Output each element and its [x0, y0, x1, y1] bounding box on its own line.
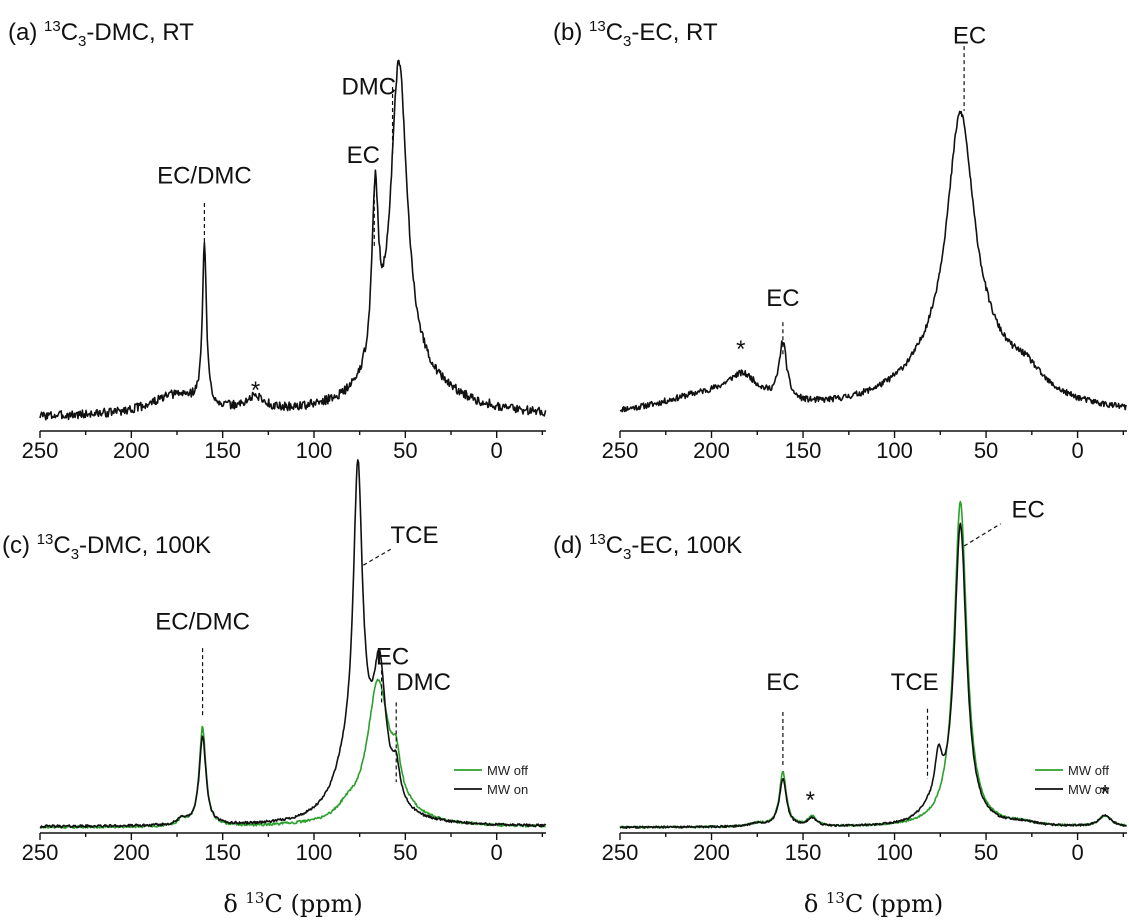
x-axis-label: δ 13C (ppm) — [223, 889, 362, 918]
peak-annotation: EC — [376, 643, 409, 670]
x-tick-label: 150 — [204, 840, 241, 865]
x-tick-label: 150 — [204, 438, 241, 463]
x-tick-label: 0 — [491, 840, 503, 865]
legend-label: MW off — [487, 763, 528, 778]
annotation-leader — [363, 548, 392, 566]
peak-annotation: EC — [953, 23, 986, 50]
spinning-sideband-marker: * — [1100, 781, 1109, 808]
x-tick-label: 50 — [393, 438, 417, 463]
x-tick-label: 0 — [1071, 840, 1083, 865]
peak-annotation: EC — [766, 669, 799, 696]
spinning-sideband-marker: * — [736, 336, 745, 363]
x-tick-label: 50 — [393, 840, 417, 865]
x-tick-label: 200 — [113, 840, 150, 865]
x-tick-label: 50 — [974, 438, 998, 463]
x-tick-label: 100 — [296, 840, 333, 865]
x-tick-label: 100 — [876, 840, 913, 865]
panel-title: (a) 13C3-DMC, RT — [8, 18, 194, 50]
x-tick-label: 0 — [491, 438, 503, 463]
x-tick-label: 200 — [693, 840, 730, 865]
x-tick-label: 150 — [785, 840, 822, 865]
x-tick-label: 250 — [22, 840, 59, 865]
x-tick-label: 50 — [974, 840, 998, 865]
panel-b: (b) 13C3-EC, RT 250 200 150 100 50 0 EC * EC — [553, 18, 1127, 463]
legend-label: MW on — [487, 782, 528, 797]
peak-annotation: EC/DMC — [157, 162, 252, 189]
trace-mw-off — [39, 678, 546, 830]
panel-title: (d) 13C3-EC, 100K — [553, 531, 742, 563]
peak-annotation: EC/DMC — [155, 608, 250, 635]
trace-mw-on — [619, 522, 1127, 829]
x-tick-label: 250 — [22, 438, 59, 463]
panel-c: (c) 13C3-DMC, 100K 250 200 150 100 50 0 δ 13C (… — [2, 459, 547, 918]
x-tick-label: 150 — [785, 438, 822, 463]
peak-annotation: EC — [1011, 497, 1044, 524]
x-tick-label: 200 — [113, 438, 150, 463]
spinning-sideband-marker: * — [251, 377, 260, 404]
x-tick-label: 0 — [1071, 438, 1083, 463]
x-tick-label: 250 — [602, 840, 639, 865]
legend-label: MW off — [1068, 763, 1109, 778]
trace — [619, 110, 1127, 413]
panel-a: (a) 13C3-DMC, RT 250 200 150 100 50 0 EC/DMC * EC… — [8, 18, 547, 463]
panel-title: (c) 13C3-DMC, 100K — [2, 531, 211, 563]
x-tick-label: 100 — [296, 438, 333, 463]
x-tick-label: 250 — [602, 438, 639, 463]
peak-annotation: EC — [347, 142, 380, 169]
peak-annotation: TCE — [891, 669, 939, 696]
x-axis-label: δ 13C (ppm) — [804, 889, 943, 918]
trace-mw-on — [39, 459, 547, 829]
peak-annotation: DMC — [341, 74, 396, 101]
spinning-sideband-marker: * — [806, 787, 815, 814]
annotation-leader — [963, 523, 1002, 547]
peak-annotation: EC — [766, 285, 799, 312]
x-tick-label: 200 — [693, 438, 730, 463]
trace — [39, 59, 547, 421]
panel-d: (d) 13C3-EC, 100K 250 200 150 100 50 0 δ 13C (p… — [553, 497, 1127, 918]
panel-title: (b) 13C3-EC, RT — [553, 18, 718, 50]
peak-annotation: DMC — [396, 669, 451, 696]
x-tick-label: 100 — [876, 438, 913, 463]
peak-annotation: TCE — [390, 522, 438, 549]
legend-label: MW on — [1068, 782, 1109, 797]
